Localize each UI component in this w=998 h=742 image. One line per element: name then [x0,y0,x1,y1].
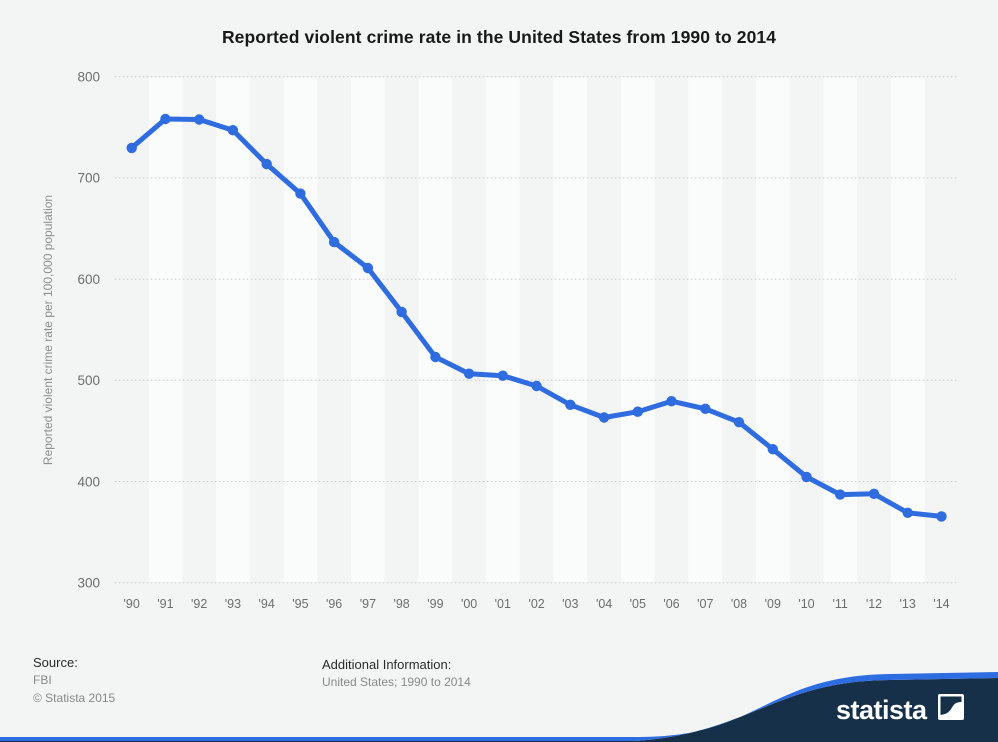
data-point [565,399,576,410]
source-value[interactable]: FBI [33,673,52,687]
additional-info-value: United States; 1990 to 2014 [322,675,471,689]
x-tick-label: '03 [562,597,578,611]
x-tick-label: '91 [157,597,173,611]
data-point [801,471,812,483]
x-tick-label: '94 [259,597,275,611]
x-tick-label: '93 [225,597,241,611]
year-band [283,77,318,583]
x-tick-label: '11 [833,597,848,611]
x-tick-label: '99 [427,597,443,611]
year-band [890,77,925,583]
copyright-note: © Statista 2015 [33,691,116,705]
source-block: Source: FBI © Statista 2015 [33,655,115,709]
y-axis-title: Reported violent crime rate per 100,000 … [41,195,55,465]
x-tick-label: '09 [765,597,781,611]
x-tick-label: '05 [630,597,646,611]
data-point [463,368,475,379]
x-tick-label: '92 [191,597,207,611]
data-point [227,125,239,136]
y-tick-label: 500 [77,373,100,388]
x-tick-label: '04 [596,597,612,611]
y-tick-label: 300 [77,576,100,591]
data-point [396,306,407,318]
x-tick-label: '08 [731,597,747,611]
x-tick-label: '12 [866,597,882,611]
year-band [351,77,385,583]
x-tick-label: '07 [697,597,713,611]
data-point [194,114,205,125]
data-point [767,444,778,455]
data-point [733,417,745,428]
x-tick-label: '90 [124,597,140,611]
statista-brand-wave: statista [0,672,998,742]
data-point [261,158,272,170]
data-point [936,511,947,522]
chart-title: Reported violent crime rate in the Unite… [221,27,777,47]
data-point [328,236,340,248]
y-tick-label: 700 [77,171,100,186]
x-tick-label: '13 [900,597,916,611]
data-line [129,116,944,519]
x-tick-label: '96 [326,597,342,611]
x-tick-label: '97 [360,597,376,611]
statista-logo-text[interactable]: statista [836,695,929,725]
data-point [295,188,306,199]
x-tick-label: '06 [663,597,679,611]
year-band [823,77,858,583]
data-point [362,262,374,274]
x-tick-label: '98 [393,597,409,611]
logo-swoosh [940,696,962,715]
year-band [688,77,723,583]
x-tick-label: '10 [798,597,814,611]
data-point [598,412,610,423]
x-tick-label: '14 [933,597,949,611]
year-band [553,77,588,583]
wave-navy-shape [605,678,998,742]
line-chart: 300 400 500 600 700 800 '90 '91 '92 '93 '94 '95 '96 '… [41,70,959,611]
year-band [485,77,520,583]
data-point [497,370,508,381]
year-band [418,77,453,583]
x-tick-label: '01 [495,597,511,611]
y-tick-label: 400 [77,474,100,489]
additional-info-block: Additional Information: United States; 1… [322,657,471,693]
year-band [148,77,183,583]
year-band [755,77,790,583]
data-point [666,396,677,407]
x-tick-label: '00 [461,597,477,611]
data-point [868,488,880,499]
statista-logo-icon[interactable] [938,694,964,720]
data-point [700,403,711,414]
additional-info-label: Additional Information: [322,657,452,672]
source-label: Source: [33,655,78,670]
x-tick-label: '02 [528,597,544,611]
wave-blue-stripe [0,672,998,742]
y-tick-label: 800 [77,70,100,85]
data-point [902,507,913,518]
data-point [430,351,441,363]
data-point [531,380,542,392]
data-point [160,113,171,125]
data-point [632,406,643,417]
y-tick-label: 600 [77,272,100,287]
data-point [835,489,846,500]
x-tick-label: '95 [292,597,308,611]
data-point [126,142,137,154]
year-band [216,77,250,583]
year-band [620,77,655,583]
